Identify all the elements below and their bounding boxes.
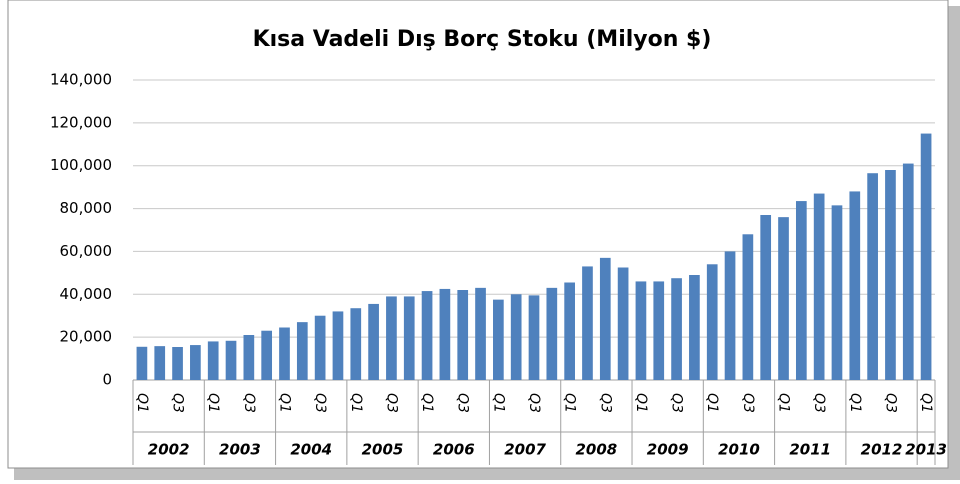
bar bbox=[902, 163, 914, 380]
y-tick-label: 80,000 bbox=[60, 199, 113, 217]
bar bbox=[635, 281, 647, 380]
year-label: 2003 bbox=[219, 441, 261, 459]
bar bbox=[279, 327, 290, 380]
year-label: 2013 bbox=[905, 441, 947, 459]
year-label: 2006 bbox=[433, 441, 475, 459]
y-tick-label: 60,000 bbox=[60, 242, 113, 260]
y-tick-label: 0 bbox=[102, 371, 112, 389]
y-tick-label: 20,000 bbox=[60, 328, 113, 346]
bar bbox=[154, 346, 166, 380]
bar bbox=[493, 299, 504, 380]
year-label: 2010 bbox=[718, 441, 760, 459]
x-tick-label: Q3 bbox=[312, 393, 328, 413]
year-label: 2002 bbox=[148, 441, 190, 459]
x-tick-label: Q3 bbox=[383, 393, 399, 413]
bar bbox=[582, 266, 593, 380]
x-tick-label: Q1 bbox=[918, 393, 934, 413]
bar bbox=[261, 330, 273, 380]
bar bbox=[617, 267, 629, 380]
bar bbox=[457, 290, 469, 380]
x-tick-label: Q1 bbox=[276, 393, 292, 413]
x-tick-label: Q1 bbox=[419, 393, 435, 413]
bar bbox=[386, 296, 397, 380]
x-tick-label: Q1 bbox=[490, 393, 506, 413]
bar bbox=[920, 133, 932, 380]
bar bbox=[813, 193, 825, 380]
year-label: 2012 bbox=[861, 441, 903, 459]
bar bbox=[314, 315, 326, 380]
y-tick-label: 100,000 bbox=[50, 156, 112, 174]
y-tick-label: 140,000 bbox=[50, 71, 112, 89]
x-tick-label: Q1 bbox=[348, 393, 364, 413]
x-tick-label: Q1 bbox=[205, 393, 221, 413]
frame bbox=[7, 0, 949, 469]
year-label: 2008 bbox=[576, 441, 618, 459]
bar bbox=[546, 287, 558, 380]
bar bbox=[653, 281, 665, 380]
bar bbox=[564, 282, 575, 380]
x-tick-label: Q3 bbox=[740, 393, 756, 413]
x-tick-label: Q3 bbox=[170, 393, 186, 413]
bar bbox=[849, 191, 861, 380]
x-tick-label: Q1 bbox=[134, 393, 150, 413]
x-tick-label: Q1 bbox=[847, 393, 863, 413]
bar bbox=[439, 288, 451, 380]
bar bbox=[885, 170, 896, 380]
bar bbox=[599, 257, 611, 380]
bar bbox=[225, 340, 237, 380]
x-tick-label: Q1 bbox=[776, 393, 792, 413]
bar bbox=[742, 234, 754, 380]
x-tick-label: Q3 bbox=[811, 393, 827, 413]
bar bbox=[831, 205, 843, 380]
y-tick-label: 40,000 bbox=[60, 285, 113, 303]
bar bbox=[528, 295, 540, 380]
bar bbox=[332, 311, 344, 380]
bar bbox=[689, 275, 700, 380]
bar bbox=[296, 322, 308, 380]
bar bbox=[368, 303, 379, 380]
bar bbox=[136, 346, 148, 380]
bar bbox=[403, 296, 415, 380]
x-tick-label: Q3 bbox=[669, 393, 685, 413]
x-tick-label: Q3 bbox=[882, 393, 898, 413]
x-tick-label: Q1 bbox=[562, 393, 578, 413]
bar bbox=[706, 264, 718, 380]
bar bbox=[190, 345, 201, 380]
x-tick-label: Q3 bbox=[241, 393, 257, 413]
bar bbox=[421, 291, 433, 380]
bar bbox=[243, 335, 255, 380]
year-label: 2004 bbox=[290, 441, 332, 459]
y-tick-label: 120,000 bbox=[50, 113, 112, 131]
year-label: 2007 bbox=[504, 441, 546, 459]
bar bbox=[172, 347, 183, 380]
bar bbox=[510, 294, 522, 380]
bar bbox=[350, 308, 362, 380]
bar bbox=[671, 278, 682, 380]
x-tick-label: Q1 bbox=[633, 393, 649, 413]
bar bbox=[475, 287, 486, 380]
year-label: 2011 bbox=[789, 441, 831, 459]
x-tick-label: Q3 bbox=[526, 393, 542, 413]
bar bbox=[778, 217, 789, 380]
year-label: 2009 bbox=[647, 441, 689, 459]
year-label: 2005 bbox=[362, 441, 404, 459]
bar bbox=[795, 201, 807, 380]
x-tick-label: Q3 bbox=[597, 393, 613, 413]
x-tick-label: Q1 bbox=[704, 393, 720, 413]
bar bbox=[207, 341, 219, 380]
bar bbox=[724, 251, 736, 380]
bar bbox=[867, 173, 878, 380]
bar bbox=[760, 215, 772, 380]
chart-title: Kısa Vadeli Dış Borç Stoku (Milyon $) bbox=[253, 27, 712, 52]
x-tick-label: Q3 bbox=[455, 393, 471, 413]
